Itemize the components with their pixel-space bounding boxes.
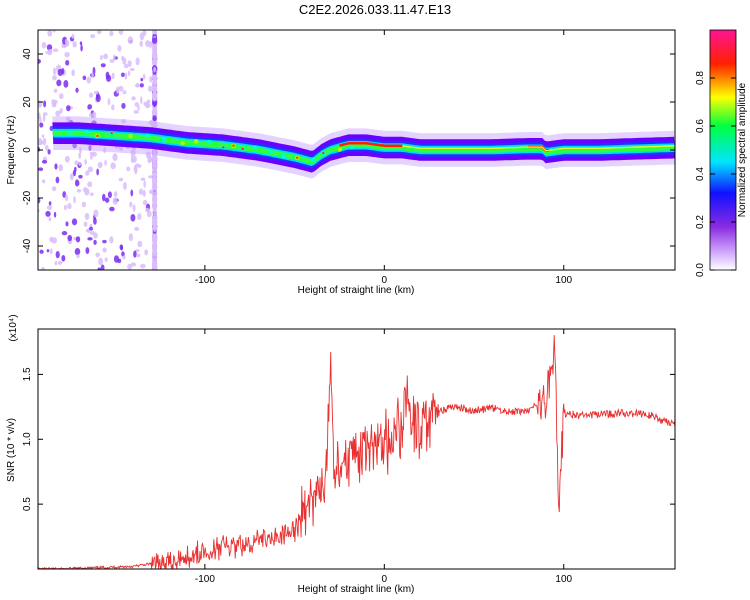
spectrogram-y-label: Frequency (Hz) [6,116,17,185]
chart-title: C2E2.2026.033.11.47.E13 [298,2,452,17]
snr-y-tick-label: 1.5 [22,367,33,381]
colorbar-tick-label: 0.8 [695,71,706,85]
spectrogram-x-label: Height of straight line (km) [298,285,415,296]
snr-frame [37,328,676,570]
spectrogram-x-tick-label: 100 [555,275,572,286]
spectrogram-y-tick-label: -20 [22,190,33,205]
spectrogram-x-tick-label: 0 [382,275,388,286]
snr-y-tick-label: 1.0 [22,432,33,446]
spectrogram-image [38,30,675,270]
colorbar: 0.0 0.2 0.4 0.6 0.8 Normalized spectral ampl… [695,29,748,277]
snr-panel: -100 0 100 0.5 1.0 1.5 Height of straight lin… [6,314,676,595]
snr-x-tick-label: 100 [555,574,572,585]
colorbar-label: Normalized spectral amplitude [737,82,748,217]
spectrogram-panel: -100 0 100 -40 -20 0 20 40 Height of straight l… [6,29,676,296]
snr-x-tick-label: 0 [382,574,388,585]
spectrogram-y-tick-label: -40 [22,238,33,253]
spectrogram-x-tick-label: -100 [195,275,215,286]
spectrogram-ticks: -100 0 100 -40 -20 0 20 40 [22,30,675,286]
colorbar-tick-label: 0.6 [695,119,706,133]
spectrogram-y-tick-label: 0 [22,147,33,153]
colorbar-tick-label: 0.0 [695,263,706,277]
snr-y-label: SNR (10 * v/v) [6,418,17,482]
snr-x-label: Height of straight line (km) [298,584,415,595]
colorbar-tick-label: 0.4 [695,167,706,181]
snr-x-tick-label: -100 [195,574,215,585]
colorbar-ticks: 0.0 0.2 0.4 0.6 0.8 [695,71,736,277]
spectrogram-y-tick-label: 40 [22,48,33,60]
snr-y-tick-label: 0.5 [22,497,33,511]
colorbar-gradient [709,29,737,271]
spectrogram-y-tick-label: 20 [22,96,33,108]
snr-series-line [38,335,675,569]
colorbar-tick-label: 0.2 [695,215,706,229]
snr-scale-label: (x10⁴) [8,314,19,341]
snr-ticks: -100 0 100 0.5 1.0 1.5 [22,329,675,585]
